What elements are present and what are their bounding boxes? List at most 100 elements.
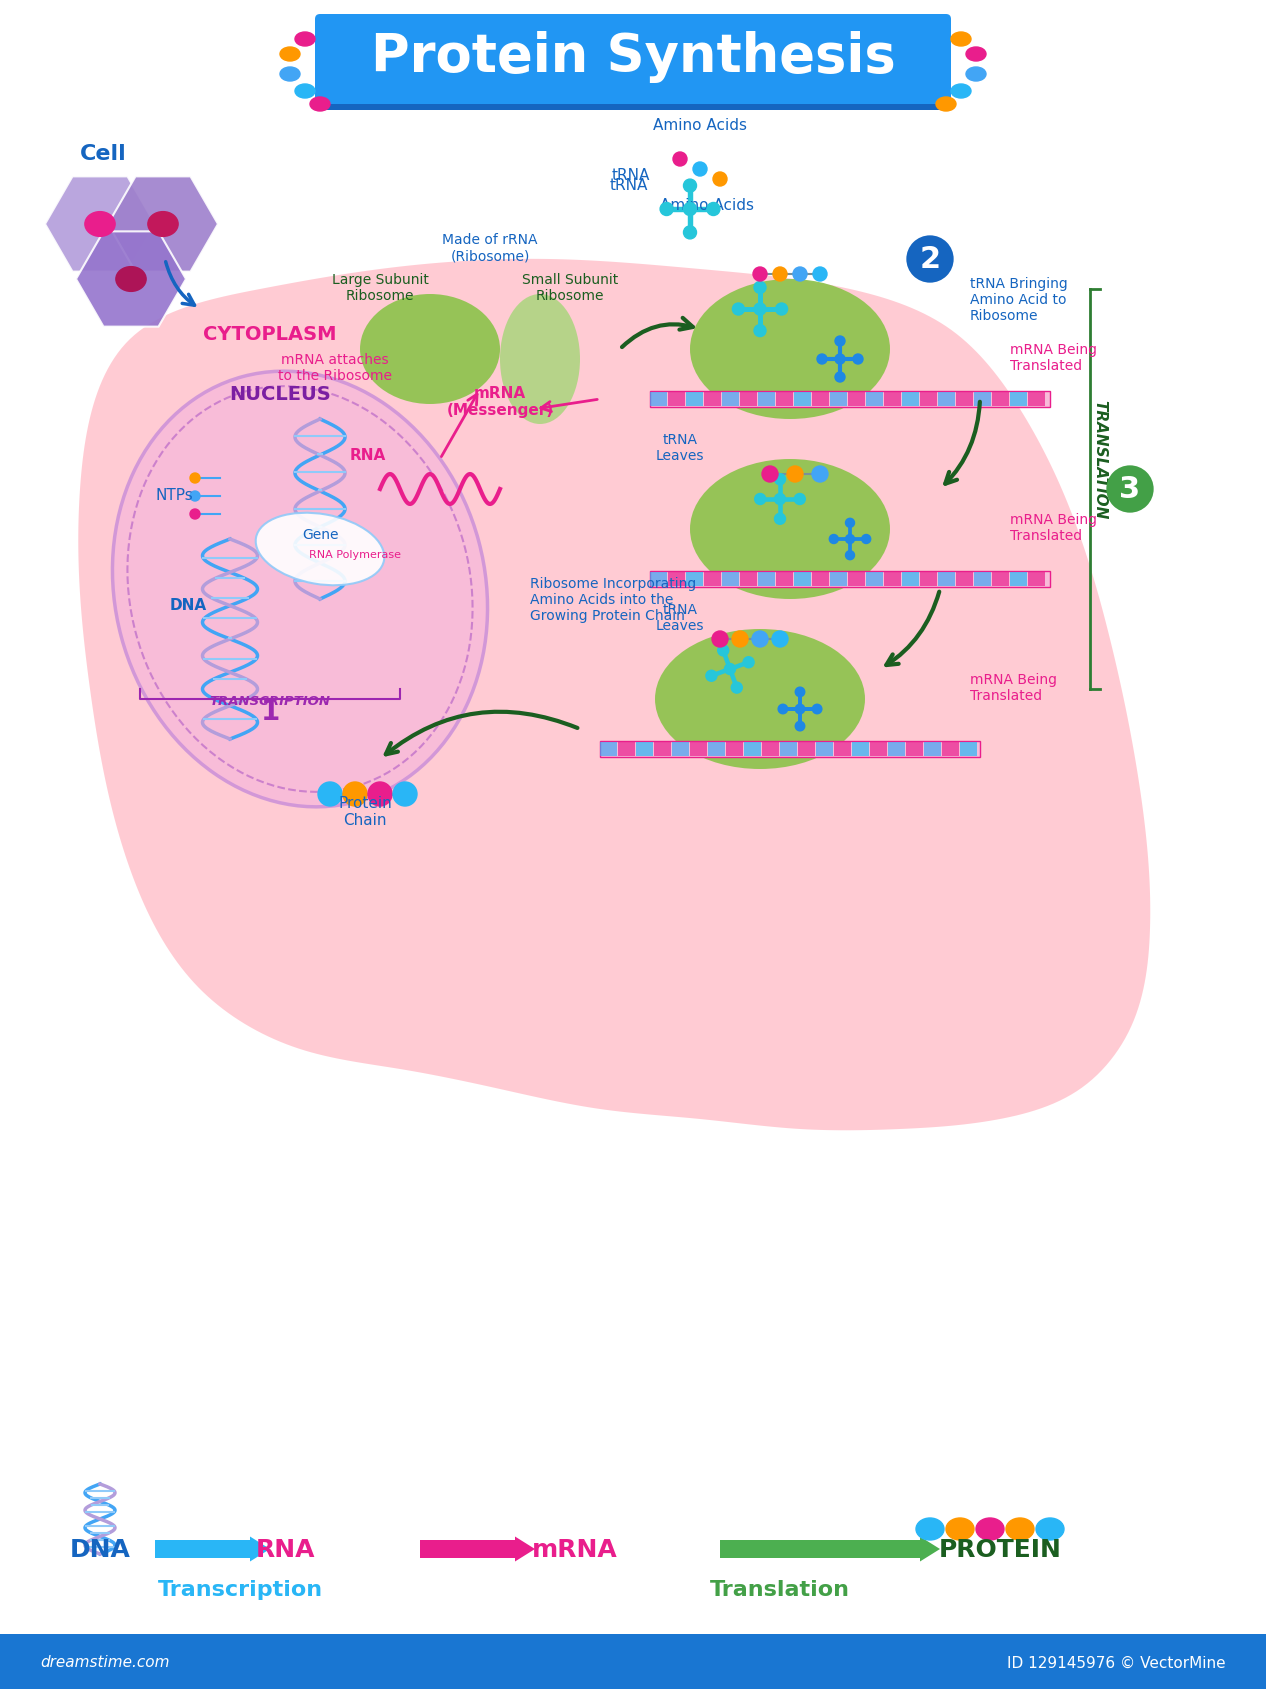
Text: 2: 2 (919, 245, 941, 274)
Circle shape (846, 551, 855, 561)
Circle shape (794, 495, 805, 505)
Bar (1010, 573, 1027, 586)
Text: tRNA: tRNA (610, 177, 648, 193)
Text: NUCLEUS: NUCLEUS (229, 385, 330, 404)
Circle shape (762, 466, 779, 483)
Bar (920, 573, 937, 586)
Text: Made of rRNA
(Ribosome): Made of rRNA (Ribosome) (442, 233, 538, 263)
Circle shape (846, 519, 855, 529)
Circle shape (684, 226, 696, 240)
Ellipse shape (500, 296, 580, 424)
Bar (794, 573, 812, 586)
Ellipse shape (690, 459, 890, 600)
Polygon shape (76, 231, 186, 328)
Bar (974, 394, 991, 407)
Bar (668, 573, 685, 586)
Polygon shape (46, 177, 154, 272)
Bar (655, 743, 671, 757)
Circle shape (660, 203, 674, 216)
Bar (744, 743, 761, 757)
Circle shape (836, 355, 844, 365)
Circle shape (693, 162, 706, 177)
Circle shape (853, 355, 863, 365)
Circle shape (711, 632, 728, 647)
Bar (887, 743, 905, 757)
Bar (794, 394, 812, 407)
Text: Gene: Gene (301, 527, 338, 542)
Bar (600, 743, 617, 757)
Circle shape (795, 704, 805, 714)
Text: RNA: RNA (349, 448, 386, 463)
Bar (834, 743, 851, 757)
Text: DNA: DNA (170, 598, 208, 613)
Bar (812, 573, 829, 586)
Ellipse shape (113, 372, 487, 807)
Text: Cell: Cell (80, 144, 127, 164)
Bar (618, 743, 636, 757)
Ellipse shape (917, 1518, 944, 1540)
Bar (649, 573, 667, 586)
Circle shape (368, 782, 392, 807)
Bar (938, 573, 955, 586)
Bar (722, 394, 739, 407)
Circle shape (684, 181, 696, 193)
Ellipse shape (310, 98, 330, 111)
Circle shape (732, 632, 748, 647)
Ellipse shape (936, 98, 956, 111)
Circle shape (190, 510, 200, 520)
Bar (798, 743, 815, 757)
Bar (708, 743, 725, 757)
Circle shape (743, 657, 755, 669)
Circle shape (706, 671, 717, 682)
Text: 1: 1 (261, 698, 280, 726)
Circle shape (190, 491, 200, 502)
Text: Amino Acids: Amino Acids (660, 198, 755, 213)
Circle shape (674, 154, 687, 167)
Bar (741, 394, 757, 407)
Text: RNA Polymerase: RNA Polymerase (309, 549, 401, 559)
Text: TRANSCRIPTION: TRANSCRIPTION (209, 694, 330, 708)
Circle shape (795, 721, 805, 731)
Bar (649, 392, 1050, 407)
Ellipse shape (1036, 1518, 1063, 1540)
Circle shape (775, 513, 785, 525)
Bar (704, 573, 722, 586)
Circle shape (732, 682, 742, 694)
Text: DNA: DNA (70, 1537, 130, 1561)
Circle shape (812, 466, 828, 483)
Bar (741, 573, 757, 586)
Bar (812, 394, 829, 407)
FancyArrow shape (720, 1537, 939, 1562)
Text: mRNA: mRNA (532, 1537, 618, 1561)
Text: tRNA
Leaves: tRNA Leaves (656, 603, 704, 633)
Text: NTPs: NTPs (154, 488, 192, 503)
FancyBboxPatch shape (322, 25, 948, 111)
Bar (762, 743, 779, 757)
Circle shape (392, 782, 417, 807)
Circle shape (752, 632, 768, 647)
Bar (704, 394, 722, 407)
Text: dreamstime.com: dreamstime.com (41, 1655, 170, 1669)
Circle shape (733, 304, 744, 316)
Bar (901, 573, 919, 586)
Circle shape (774, 269, 787, 282)
Circle shape (343, 782, 367, 807)
Bar (758, 573, 775, 586)
Bar (884, 573, 901, 586)
Bar (636, 743, 653, 757)
Bar (920, 394, 937, 407)
Circle shape (755, 326, 766, 338)
Circle shape (772, 632, 787, 647)
Bar (866, 394, 882, 407)
Circle shape (829, 535, 838, 544)
Bar (884, 394, 901, 407)
Bar (758, 394, 775, 407)
Bar (906, 743, 923, 757)
Text: Small Subunit
Ribosome: Small Subunit Ribosome (522, 272, 618, 302)
Bar (942, 743, 960, 757)
Polygon shape (108, 177, 218, 272)
Text: TRANSLATION: TRANSLATION (1093, 400, 1108, 520)
Ellipse shape (148, 213, 179, 236)
Ellipse shape (1006, 1518, 1034, 1540)
Bar (1028, 573, 1044, 586)
